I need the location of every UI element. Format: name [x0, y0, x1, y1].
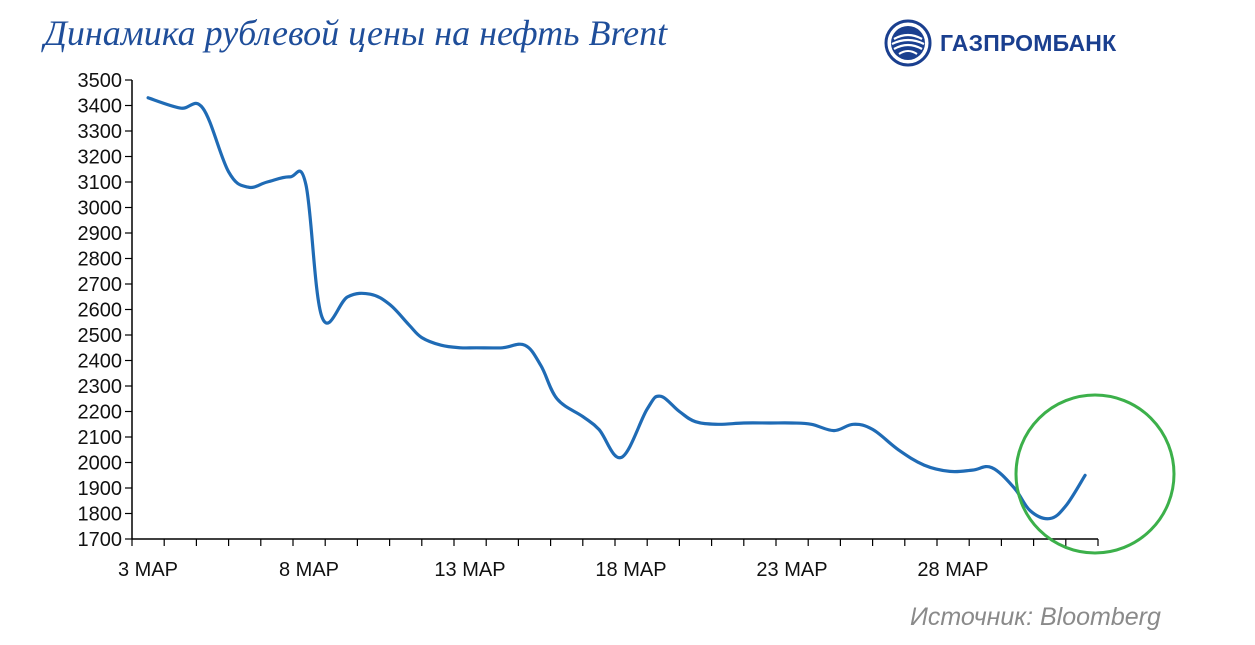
x-tick-label: 28 МАР: [917, 559, 988, 581]
data-point: [539, 364, 543, 367]
data-point: [246, 185, 250, 189]
data-point: [227, 170, 230, 173]
brand-name: ГАЗПРОМБАНК: [940, 29, 1117, 56]
data-point: [1029, 509, 1032, 513]
data-point: [990, 466, 993, 469]
data-point: [369, 293, 372, 296]
data-point: [388, 303, 391, 306]
data-point: [948, 470, 952, 473]
y-tick-label: 2400: [78, 351, 123, 373]
data-point: [555, 397, 559, 400]
data-point: [922, 463, 926, 467]
y-tick-label: 2200: [78, 402, 123, 424]
data-point: [459, 346, 462, 349]
y-tick-label: 3300: [78, 121, 123, 143]
x-tick-label: 23 МАР: [756, 559, 827, 581]
data-point: [523, 344, 526, 347]
y-tick-label: 2700: [78, 274, 123, 296]
data-point: [658, 395, 662, 398]
y-tick-label: 2300: [78, 376, 123, 398]
x-axis: 3 МАР 8 МАР 13 МАР 18 МАР 23 МАР 28 МАР: [118, 538, 1099, 581]
x-tick-label: 18 МАР: [595, 559, 666, 581]
data-point: [790, 421, 794, 425]
y-tick-label: 3100: [78, 172, 123, 194]
data-point: [832, 429, 836, 432]
y-tick-label: 3200: [78, 147, 123, 169]
data-point: [288, 175, 291, 179]
data-point: [1083, 474, 1087, 477]
y-tick-label: 2600: [78, 300, 123, 322]
data-point: [581, 415, 584, 418]
x-tick-label: 13 МАР: [434, 559, 505, 581]
data-point: [694, 420, 697, 423]
data-point: [475, 346, 478, 349]
y-tick-label: 1700: [78, 529, 123, 551]
y-tick-label: 2500: [78, 325, 123, 347]
data-point: [439, 344, 443, 347]
data-point: [420, 336, 423, 339]
data-point: [852, 423, 855, 426]
data-point: [1013, 486, 1016, 490]
data-point: [597, 428, 601, 431]
data-point: [871, 428, 874, 431]
y-tick-label: 2100: [78, 427, 123, 449]
data-point: [179, 106, 182, 110]
y-tick-label: 2800: [78, 249, 123, 271]
y-tick-label: 3500: [78, 70, 123, 92]
data-point: [678, 410, 681, 413]
data-point: [407, 323, 411, 326]
y-tick-label: 2900: [78, 223, 123, 245]
data-point: [320, 315, 324, 319]
x-tick-label: 8 МАР: [279, 559, 339, 581]
y-tick-label: 3400: [78, 96, 123, 118]
series-layer: [146, 96, 1087, 521]
source-note: Источник: Bloomberg: [910, 603, 1161, 631]
data-point: [201, 106, 204, 110]
data-point: [1064, 504, 1068, 508]
chart-title: Динамика рублевой цены на нефть Brent: [44, 13, 668, 53]
data-point: [971, 468, 974, 472]
y-tick-label: 1800: [78, 504, 123, 526]
data-point: [897, 448, 900, 451]
gazprombank-globe-icon: [884, 19, 932, 67]
y-axis: 1700 1800 1900 2000 2100 2200 2300 2400 2500 2600…: [78, 70, 133, 551]
brand-logo: ГАЗПРОМБАНК: [884, 18, 1116, 68]
data-point: [716, 423, 720, 426]
data-point: [501, 346, 504, 349]
data-point: [646, 407, 649, 411]
data-point: [346, 295, 349, 298]
series-line: [146, 96, 1087, 521]
y-tick-label: 2000: [78, 453, 123, 475]
y-tick-label: 1900: [78, 478, 123, 500]
data-point: [266, 180, 269, 184]
data-point: [742, 421, 745, 425]
x-tick-label: 3 МАР: [118, 559, 178, 581]
data-point: [810, 423, 813, 426]
y-tick-label: 3000: [78, 198, 123, 220]
highlight-circle: [1014, 393, 1176, 555]
data-point: [304, 183, 308, 186]
data-point: [146, 96, 150, 100]
data-point: [1048, 517, 1051, 520]
data-point: [768, 421, 771, 425]
data-point: [620, 456, 623, 459]
